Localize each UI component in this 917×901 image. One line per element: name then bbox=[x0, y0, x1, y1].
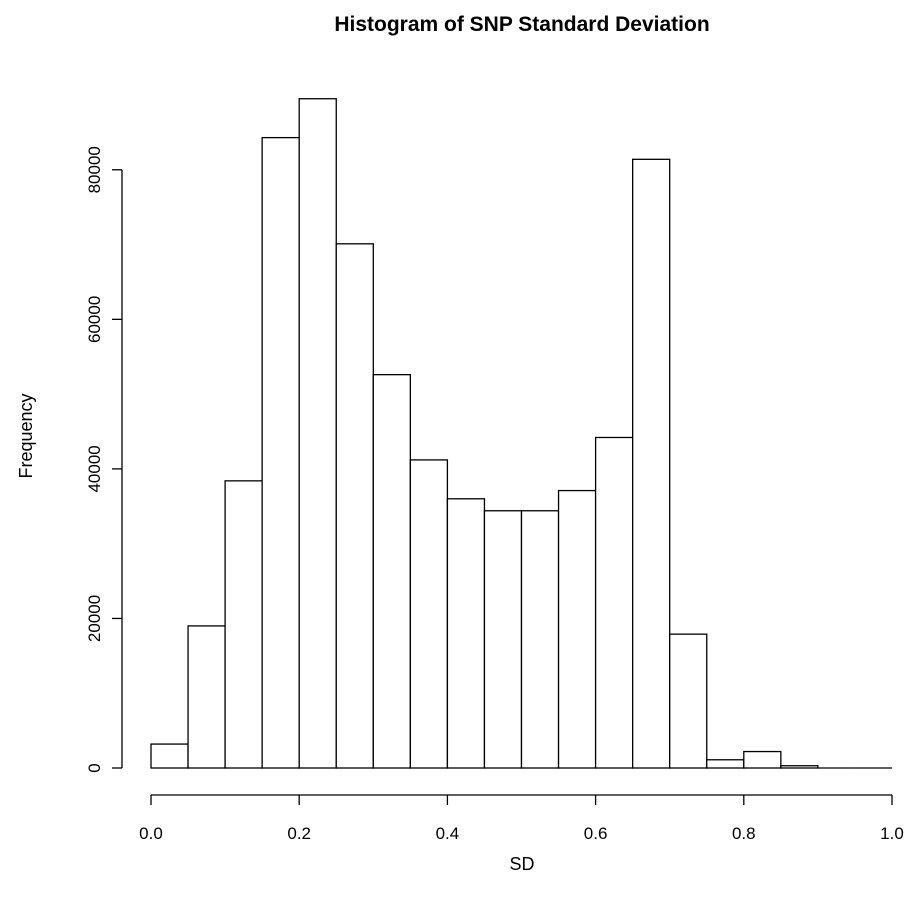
y-axis-label: Frequency bbox=[16, 393, 36, 478]
histogram-bar bbox=[483, 510, 523, 769]
y-tick-label: 40000 bbox=[85, 445, 104, 492]
histogram-bar bbox=[261, 136, 300, 769]
histogram-bar bbox=[557, 489, 597, 769]
histogram-bar bbox=[446, 498, 486, 769]
x-tick-label: 0.8 bbox=[732, 824, 756, 843]
histogram-bar bbox=[706, 759, 745, 769]
x-tick-label: 0.0 bbox=[139, 824, 163, 843]
x-axis-label: SD bbox=[509, 854, 534, 874]
histogram-bars bbox=[150, 98, 892, 769]
x-tick-label: 0.6 bbox=[584, 824, 608, 843]
y-axis: 0 20000 40000 60000 80000 bbox=[85, 146, 123, 773]
histogram-bar bbox=[298, 98, 337, 769]
histogram-bar bbox=[594, 436, 634, 769]
y-tick-label: 0 bbox=[85, 763, 104, 772]
histogram-bar bbox=[224, 480, 263, 769]
histogram-bar bbox=[150, 743, 189, 769]
histogram-bar bbox=[780, 765, 819, 769]
x-axis: 0.0 0.2 0.4 0.6 0.8 1.0 bbox=[139, 794, 904, 843]
histogram-bar bbox=[409, 459, 449, 769]
histogram-bar bbox=[335, 243, 374, 769]
histogram-bar bbox=[187, 625, 226, 769]
chart-title: Histogram of SNP Standard Deviation bbox=[334, 13, 709, 36]
histogram-bar bbox=[372, 374, 411, 769]
x-tick-label: 0.2 bbox=[287, 824, 311, 843]
histogram-bar bbox=[669, 633, 708, 769]
y-tick-label: 80000 bbox=[85, 146, 104, 193]
y-tick-label: 60000 bbox=[85, 296, 104, 343]
y-tick-label: 20000 bbox=[85, 595, 104, 642]
histogram-bar bbox=[632, 158, 671, 769]
histogram-bar bbox=[743, 750, 782, 769]
x-tick-label: 0.4 bbox=[436, 824, 460, 843]
x-tick-label: 1.0 bbox=[880, 824, 904, 843]
histogram-bar bbox=[520, 510, 560, 769]
